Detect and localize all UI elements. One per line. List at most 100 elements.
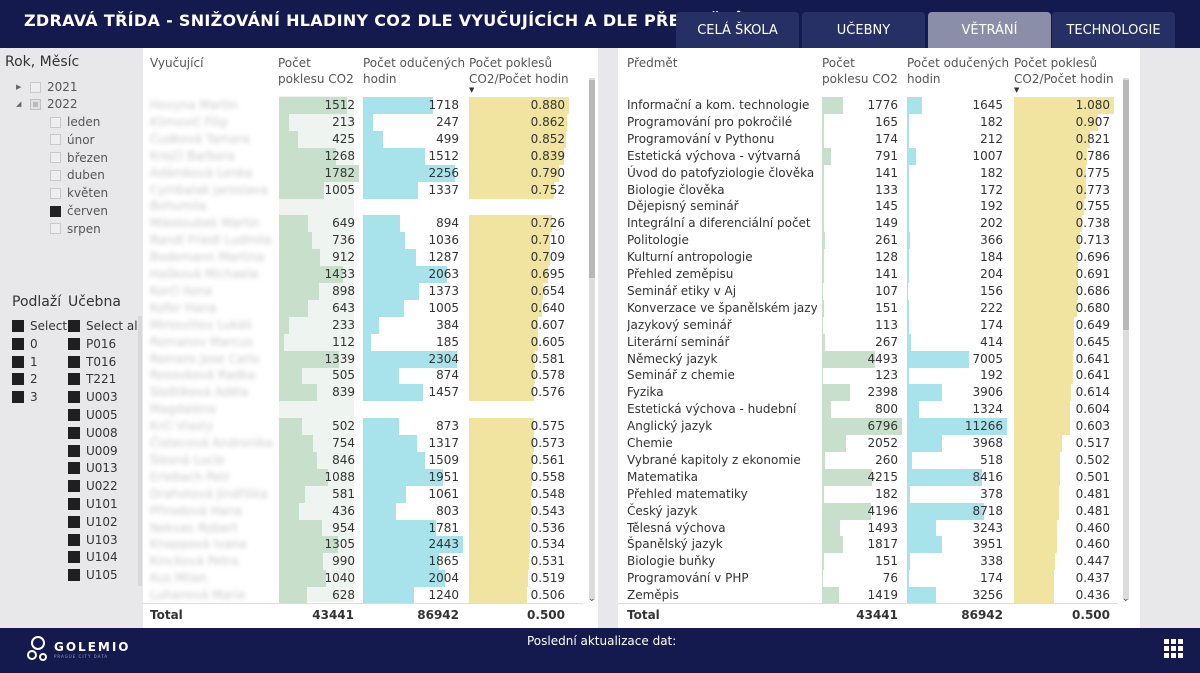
table-row[interactable]: Mikoloubek Martin 649 894 0.726: [143, 215, 583, 233]
table-row[interactable]: Knappová Ivana 1305 2443 0.534: [143, 536, 583, 554]
floor-item[interactable]: 0: [12, 336, 38, 352]
table-row[interactable]: Biologie člověka 133 172 0.773: [618, 181, 1118, 199]
table-row[interactable]: Nekvas Robert 954 1781 0.536: [143, 519, 583, 537]
room-item[interactable]: U008: [68, 425, 118, 441]
checkbox[interactable]: [68, 551, 80, 564]
checkbox[interactable]: [12, 337, 24, 350]
checkbox[interactable]: [12, 320, 24, 332]
floor-item[interactable]: 2: [12, 371, 38, 387]
checkbox[interactable]: [50, 134, 61, 146]
tab-technologie[interactable]: TECHNOLOGIE: [1052, 12, 1175, 48]
month-item[interactable]: únor: [50, 132, 95, 148]
checkbox[interactable]: [12, 391, 24, 404]
table-row[interactable]: Bodemann Martina 912 1287 0.709: [143, 249, 583, 267]
table-row[interactable]: Randl Friedl Ludmila 736 1036 0.710: [143, 232, 583, 250]
table-row[interactable]: Tělesná výchova 1493 3243 0.460: [618, 519, 1118, 537]
table-row[interactable]: Čudková Tamara 425 499 0.852: [143, 130, 583, 148]
scrollbar[interactable]: [1123, 78, 1129, 600]
table-row[interactable]: Mirosvillov Lukáš 233 384 0.607: [143, 316, 583, 334]
sort-desc-icon[interactable]: ▼: [469, 86, 475, 94]
table-row[interactable]: Německý jazyk 4493 7005 0.641: [618, 350, 1118, 368]
table-row[interactable]: Hašková Michaela 1433 2063 0.695: [143, 266, 583, 283]
floor-item[interactable]: Select: [12, 318, 67, 334]
table-row[interactable]: Krejčí Barbora 1268 1512 0.839: [143, 147, 583, 165]
table-row[interactable]: Estetická výchova - výtvarná 791 1007 0.786: [618, 147, 1118, 165]
header-drops[interactable]: Počet poklesu CO2: [278, 56, 354, 86]
table-row[interactable]: Konverzace ve španělském jazyce 151 222 0.6…: [618, 299, 1118, 317]
tab-ucebny[interactable]: UČEBNY: [802, 12, 925, 48]
checkbox[interactable]: [50, 169, 61, 181]
table-row[interactable]: Magdaléna: [143, 401, 583, 418]
checkbox[interactable]: [50, 187, 61, 199]
month-item[interactable]: leden: [50, 114, 100, 130]
table-row[interactable]: Kus Milan 1040 2004 0.519: [143, 570, 583, 588]
room-item[interactable]: T221: [68, 371, 116, 387]
header-hours[interactable]: Počet odučených hodin: [907, 56, 1010, 86]
table-row[interactable]: Programování pro pokročilé 165 182 0.907: [618, 113, 1118, 131]
checkbox[interactable]: [12, 373, 24, 386]
table-row[interactable]: Anglický jazyk 6796 11266 0.603: [618, 418, 1118, 436]
room-item[interactable]: U003: [68, 389, 118, 405]
checkbox[interactable]: [50, 223, 61, 235]
table-row[interactable]: Integrální a diferenciální počet 149 202 0.…: [618, 215, 1118, 233]
checkbox[interactable]: [68, 444, 80, 457]
table-row[interactable]: Politologie 261 366 0.713: [618, 232, 1118, 250]
table-row[interactable]: Cymbalak Jaroslava 1005 1337 0.752: [143, 181, 583, 199]
table-row[interactable]: Vybrané kapitoly z ekonomie 260 518 0.502: [618, 451, 1118, 469]
tab-cela-skola[interactable]: CELÁ ŠKOLA: [676, 12, 799, 48]
floor-item[interactable]: 1: [12, 354, 38, 370]
checkbox[interactable]: [68, 320, 80, 332]
year-item-2021[interactable]: ▶ 2021: [16, 79, 78, 95]
header-ratio[interactable]: Počet poklesů CO2/Počet hodin: [1014, 56, 1114, 86]
table-row[interactable]: Klimovič Filip 213 247 0.862: [143, 113, 583, 131]
scroll-thumb[interactable]: [589, 80, 595, 278]
checkbox[interactable]: [50, 116, 61, 128]
month-item[interactable]: květen: [50, 185, 108, 201]
table-row[interactable]: Seminář etiky v Aj 107 156 0.686: [618, 282, 1118, 300]
room-item[interactable]: T016: [68, 354, 116, 370]
scrollbar[interactable]: [589, 78, 595, 600]
table-row[interactable]: Kulturní antropologie 128 184 0.696: [618, 249, 1118, 267]
room-scrollbar[interactable]: [138, 316, 142, 586]
table-row[interactable]: Kincková Petra 990 1865 0.531: [143, 553, 583, 571]
table-row[interactable]: Matematika 4215 8416 0.501: [618, 468, 1118, 486]
table-row[interactable]: Přehled matematiky 182 378 0.481: [618, 485, 1118, 503]
checkbox[interactable]: [12, 355, 24, 368]
checkbox[interactable]: [68, 409, 80, 421]
room-item[interactable]: U005: [68, 407, 118, 423]
room-item[interactable]: U102: [68, 514, 118, 530]
table-row[interactable]: Šlesná Lucie 846 1509 0.561: [143, 451, 583, 469]
floor-item[interactable]: 3: [12, 389, 38, 405]
header-vyucujici[interactable]: Vyučující: [150, 56, 204, 70]
table-row[interactable]: Literární seminář 267 414 0.645: [618, 333, 1118, 351]
room-item[interactable]: U101: [68, 496, 118, 512]
table-row[interactable]: Rosovková Radka 505 874 0.578: [143, 367, 583, 385]
table-row[interactable]: Korčí Ilona 898 1373 0.654: [143, 282, 583, 300]
chevron-down-icon[interactable]: ◢: [16, 100, 22, 108]
room-item[interactable]: U105: [68, 567, 118, 583]
checkbox[interactable]: [68, 355, 80, 368]
table-row[interactable]: Fyzika 2398 3906 0.614: [618, 384, 1118, 402]
table-row[interactable]: Erlebach Petr 1088 1951 0.558: [143, 468, 583, 486]
header-drops[interactable]: Počet poklesu CO2: [822, 56, 898, 86]
month-item[interactable]: březen: [50, 150, 108, 166]
scroll-down-icon[interactable]: ⌄: [1122, 594, 1130, 604]
header-hours[interactable]: Počet odučených hodin: [363, 56, 466, 86]
table-row[interactable]: Programování v Pythonu 174 212 0.821: [618, 130, 1118, 148]
checkbox[interactable]: [68, 498, 80, 510]
table-row[interactable]: Úvod do patofyziologie člověka 141 182 0.77…: [618, 164, 1118, 182]
table-row[interactable]: Romero Jose Carlo 1339 2304 0.581: [143, 350, 583, 368]
checkbox[interactable]: [50, 152, 61, 164]
table-row[interactable]: Bohumila: [143, 198, 583, 215]
table-row[interactable]: Estetická výchova - hudební 800 1324 0.604: [618, 401, 1118, 419]
checkbox[interactable]: [68, 426, 80, 439]
table-row[interactable]: Přehled zeměpisu 141 204 0.691: [618, 266, 1118, 283]
room-item[interactable]: U009: [68, 443, 118, 459]
month-item[interactable]: duben: [50, 167, 105, 183]
tab-vetrani[interactable]: VĚTRÁNÍ: [928, 12, 1051, 48]
room-item[interactable]: U022: [68, 478, 118, 494]
table-row[interactable]: Adámková Lenka 1782 2256 0.790: [143, 164, 583, 182]
table-row[interactable]: Sloštíková Adéla 839 1457 0.576: [143, 384, 583, 402]
checkbox[interactable]: [68, 337, 80, 350]
room-item[interactable]: P016: [68, 336, 116, 352]
